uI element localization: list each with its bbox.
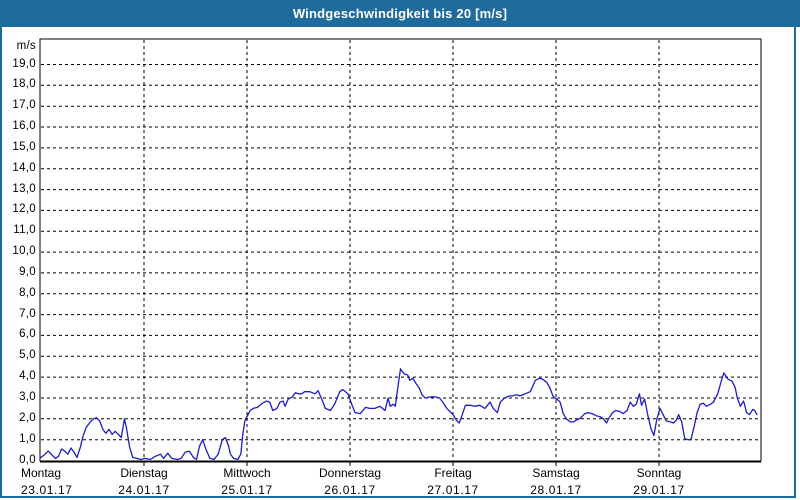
y-axis-tick-label: 10,0 [12, 245, 36, 258]
y-axis-tick-label: 11,0 [13, 224, 36, 237]
y-axis-tick-label: 17,0 [12, 99, 36, 112]
wind-speed-line [40, 368, 758, 461]
y-axis-tick-label: 1,0 [19, 432, 36, 445]
x-axis-day-label: Donnerstag [318, 466, 382, 480]
x-axis-date-label: 28.01.17 [530, 483, 582, 497]
x-axis-day-label: Freitag [434, 466, 472, 480]
y-axis-tick-label: 16,0 [12, 120, 36, 132]
x-axis-day-label: Mittwoch [223, 466, 271, 480]
x-axis-day-label: Sonntag [636, 466, 682, 480]
y-axis-tick-label: 4,0 [19, 370, 36, 383]
y-axis-tick-label: 2,0 [19, 411, 36, 424]
y-axis-tick-label: 14,0 [12, 161, 36, 174]
x-axis-date-label: 29.01.17 [633, 483, 685, 497]
x-axis-day-label: Montag [21, 466, 62, 480]
y-axis-tick-label: 7,0 [19, 307, 36, 320]
y-axis-unit-label: m/s [16, 40, 36, 52]
plot-border [39, 38, 762, 462]
y-axis-tick-label: 12,0 [12, 203, 36, 216]
y-axis-tick-label: 15,0 [12, 140, 36, 153]
chart-title-bar: Windgeschwindigkeit bis 20 [m/s] [0, 0, 800, 27]
y-axis-tick-label: 18,0 [12, 78, 36, 91]
x-axis-date-label: 26.01.17 [324, 483, 376, 497]
y-axis-tick-label: 5,0 [19, 349, 36, 362]
x-axis-date-label: 27.01.17 [427, 483, 479, 497]
y-axis-tick-label: 8,0 [19, 286, 36, 299]
page-title: Windgeschwindigkeit bis 20 [m/s] [292, 6, 508, 21]
x-axis-date-label: 24.01.17 [118, 483, 170, 497]
x-axis-date-label: 23.01.17 [21, 483, 73, 497]
y-axis-tick-label: 13,0 [12, 182, 36, 195]
x-axis-day-label: Samstag [532, 466, 580, 480]
y-axis-tick-label: 3,0 [19, 391, 36, 403]
y-axis-tick-label: 9,0 [19, 265, 36, 278]
y-axis-tick-label: 0,0 [19, 453, 36, 466]
x-axis-day-label: Dienstag [120, 466, 168, 480]
y-axis-tick-label: 19,0 [12, 57, 36, 70]
y-axis-tick-label: 6,0 [19, 328, 36, 341]
x-axis-date-label: 25.01.17 [221, 483, 273, 497]
